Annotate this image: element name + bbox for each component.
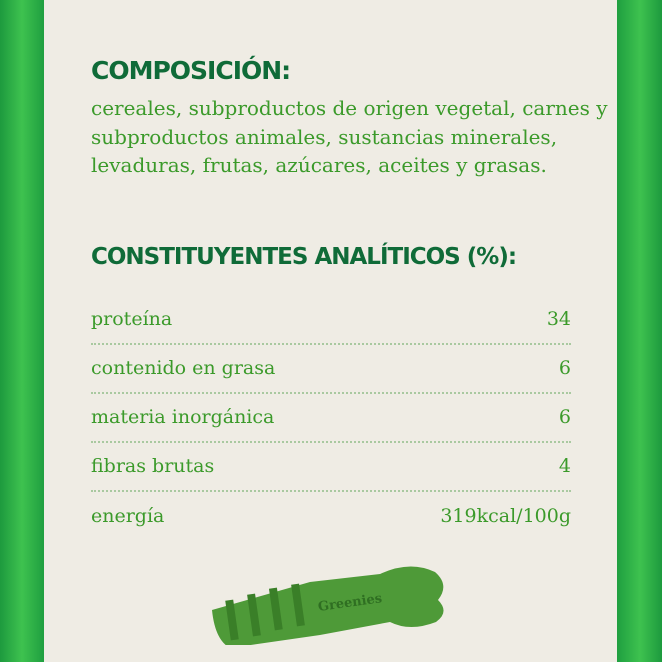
row-label: contenido en grasa (91, 356, 276, 379)
composition-title: COMPOSICIÓN: (91, 56, 291, 85)
row-label: fibras brutas (91, 454, 215, 477)
info-panel: COMPOSICIÓN: cereales, subproductos de o… (44, 0, 617, 662)
analytics-row: proteína 34 (91, 294, 571, 345)
row-label: energía (91, 504, 165, 527)
row-value: 319kcal/100g (440, 504, 571, 527)
greenies-dental-chew-image: Greenies (212, 566, 444, 645)
row-value: 34 (546, 307, 571, 330)
row-label: materia inorgánica (91, 405, 275, 428)
row-value: 4 (558, 454, 571, 477)
row-value: 6 (558, 356, 571, 379)
analytics-row: energía 319kcal/100g (91, 491, 571, 540)
analytics-row: contenido en grasa 6 (91, 343, 571, 394)
analytics-row: fibras brutas 4 (91, 441, 571, 492)
composition-text: cereales, subproductos de origen vegetal… (91, 96, 608, 177)
row-label: proteína (91, 307, 173, 330)
analytics-title: CONSTITUYENTES ANALÍTICOS (%): (91, 244, 517, 270)
row-value: 6 (558, 405, 571, 428)
analytics-row: materia inorgánica 6 (91, 392, 571, 443)
